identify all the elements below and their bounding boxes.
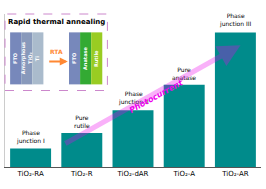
svg-text:TiO₂-RA: TiO₂-RA [16, 170, 43, 178]
svg-text:TiO₂-dAR: TiO₂-dAR [117, 170, 149, 178]
svg-text:Rapid thermal annealing: Rapid thermal annealing [8, 18, 105, 26]
svg-text:Phasejunction II: Phasejunction II [118, 90, 149, 106]
svg-text:TiO₂-A: TiO₂-A [172, 170, 195, 178]
svg-text:Phasejunction III: Phasejunction III [219, 12, 252, 28]
svg-text:Anatase: Anatase [82, 46, 88, 70]
svg-text:Pureanatase: Pureanatase [172, 66, 196, 81]
svg-text:Photocurrent: Photocurrent [128, 78, 186, 115]
svg-text:TiO₂-R: TiO₂-R [70, 170, 93, 178]
svg-text:Purerutile: Purerutile [74, 114, 90, 129]
svg-text:Rutile: Rutile [93, 50, 99, 67]
svg-text:AmorphousTiO₂: AmorphousTiO₂ [20, 42, 32, 74]
svg-text:FTO: FTO [12, 53, 18, 64]
svg-text:TiO₂-AR: TiO₂-AR [221, 170, 248, 178]
svg-text:Phasejunction I: Phasejunction I [16, 129, 45, 145]
svg-text:Ti: Ti [34, 56, 40, 61]
svg-text:RTA: RTA [50, 48, 63, 55]
svg-text:FTO: FTO [71, 53, 77, 64]
